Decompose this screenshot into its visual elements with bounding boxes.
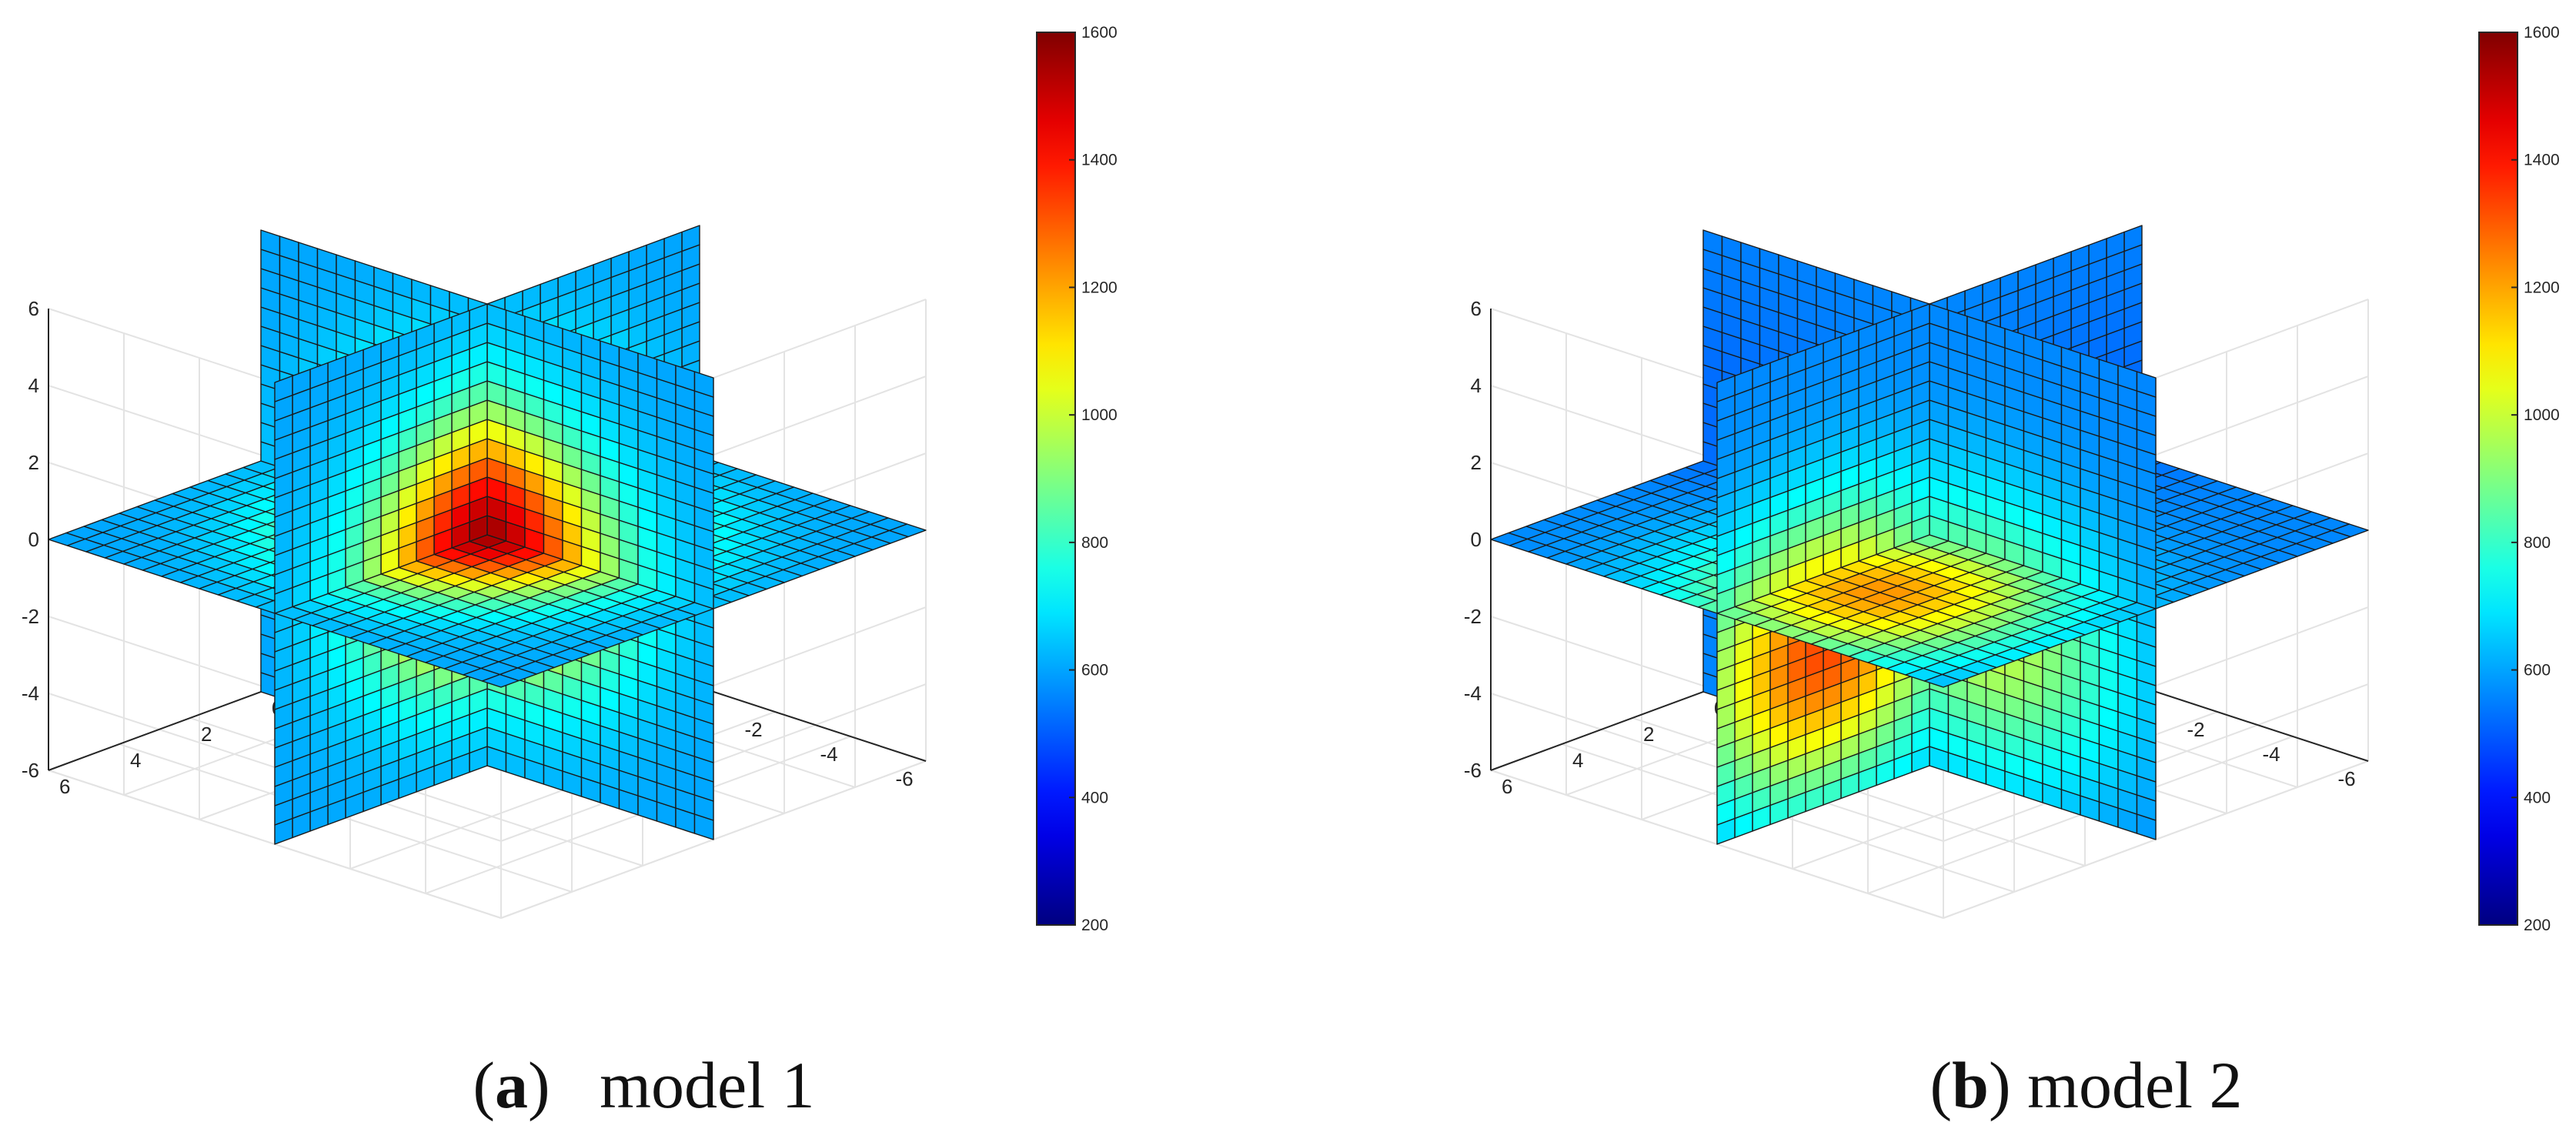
caption-a-close: ) [528, 1048, 550, 1122]
y-tick-label: 2 [201, 723, 212, 746]
slice-cell-z [1923, 673, 1962, 688]
slice-cell-z [481, 673, 520, 688]
z-tick-label: -6 [22, 759, 39, 782]
colorbar-tick-label: 600 [1081, 662, 1108, 680]
z-tick-label: -2 [1464, 605, 1482, 628]
x-tick-label: -6 [895, 767, 913, 790]
slice-cell-x [274, 375, 293, 402]
z-tick-label: 0 [1471, 528, 1482, 551]
colorbar-tick-label: 400 [2524, 789, 2551, 806]
z-tick-label: -4 [1464, 682, 1482, 705]
chart-a-svg: -6-4-20246-6-4-20246-6-4-202462004006008… [22, 24, 1118, 934]
chart-panel-a: -6-4-20246-6-4-20246-6-4-202462004006008… [0, 24, 1288, 1124]
caption-a: (a) model 1 [0, 1047, 1288, 1124]
z-tick-label: 6 [1471, 297, 1482, 320]
y-tick-label: 4 [130, 749, 141, 772]
caption-b-open: ( [1929, 1048, 1953, 1122]
z-tick-label: 2 [1471, 451, 1482, 474]
caption-b: (b) model 2 [1442, 1047, 2576, 1124]
caption-a-text: model 1 [600, 1048, 815, 1122]
chart-a-colorbar: 200 400 600 800 1000 1200 1400 1600 [1036, 24, 1118, 934]
z-tick-label: 4 [28, 374, 39, 397]
colorbar-tick-label: 1600 [1081, 24, 1118, 42]
colorbar-tick-label: 800 [2524, 534, 2551, 552]
z-tick-label: 0 [28, 528, 39, 551]
colorbar-tick-label: 1400 [1081, 152, 1118, 169]
z-tick-label: 2 [28, 451, 39, 474]
z-tick-label: 4 [1471, 374, 1482, 397]
caption-b-close: ) [1988, 1048, 2011, 1122]
y-tick-label: 6 [1502, 775, 1512, 798]
z-tick-label: -4 [22, 682, 39, 705]
y-tick-label: 6 [59, 775, 70, 798]
caption-a-letter: a [495, 1048, 529, 1122]
z-tick-label: 6 [28, 297, 39, 320]
chart-panel-b: -6-4-20246-6-4-20246-6-4-202462004006008… [1442, 0, 2576, 1142]
x-tick-label: -4 [820, 743, 837, 766]
colorbar-tick-label: 1400 [2524, 152, 2560, 169]
slice-cell-x [1716, 375, 1736, 402]
colorbar-tick-label: 1200 [1081, 279, 1118, 296]
slice-cell-y [693, 371, 714, 398]
colorbar-tick-label: 400 [1081, 789, 1108, 806]
colorbar-tick-label: 200 [2524, 917, 2551, 934]
colorbar-tick-label: 1200 [2524, 279, 2560, 296]
chart-b-colorbar: 200 400 600 800 1000 1200 1400 1600 [2478, 24, 2560, 934]
colorbar-tick-label: 1000 [1081, 406, 1118, 424]
x-tick-label: -4 [2262, 743, 2280, 766]
colorbar [2478, 32, 2518, 926]
chart-a-slices [48, 225, 927, 845]
colorbar-tick-label: 1600 [2524, 24, 2560, 42]
colorbar-tick-label: 1000 [2524, 406, 2560, 424]
z-tick-label: -2 [22, 605, 39, 628]
chart-b-svg: -6-4-20246-6-4-20246-6-4-202462004006008… [1464, 24, 2560, 934]
chart-b-slices [1490, 225, 2369, 845]
colorbar-tick-label: 200 [1081, 917, 1108, 934]
z-tick-label: -6 [1464, 759, 1482, 782]
colorbar-tick-label: 800 [1081, 534, 1108, 552]
colorbar [1036, 32, 1076, 926]
x-tick-label: -6 [2337, 767, 2355, 790]
colorbar-tick-label: 600 [2524, 662, 2551, 680]
slice-cell-y [2136, 371, 2157, 398]
x-tick-label: -2 [744, 718, 762, 741]
y-tick-label: 2 [1643, 723, 1654, 746]
caption-b-text: model 2 [2027, 1048, 2243, 1122]
y-tick-label: 4 [1572, 749, 1583, 772]
caption-a-open: ( [473, 1048, 496, 1122]
caption-b-letter: b [1952, 1048, 1989, 1122]
x-tick-label: -2 [2187, 718, 2204, 741]
